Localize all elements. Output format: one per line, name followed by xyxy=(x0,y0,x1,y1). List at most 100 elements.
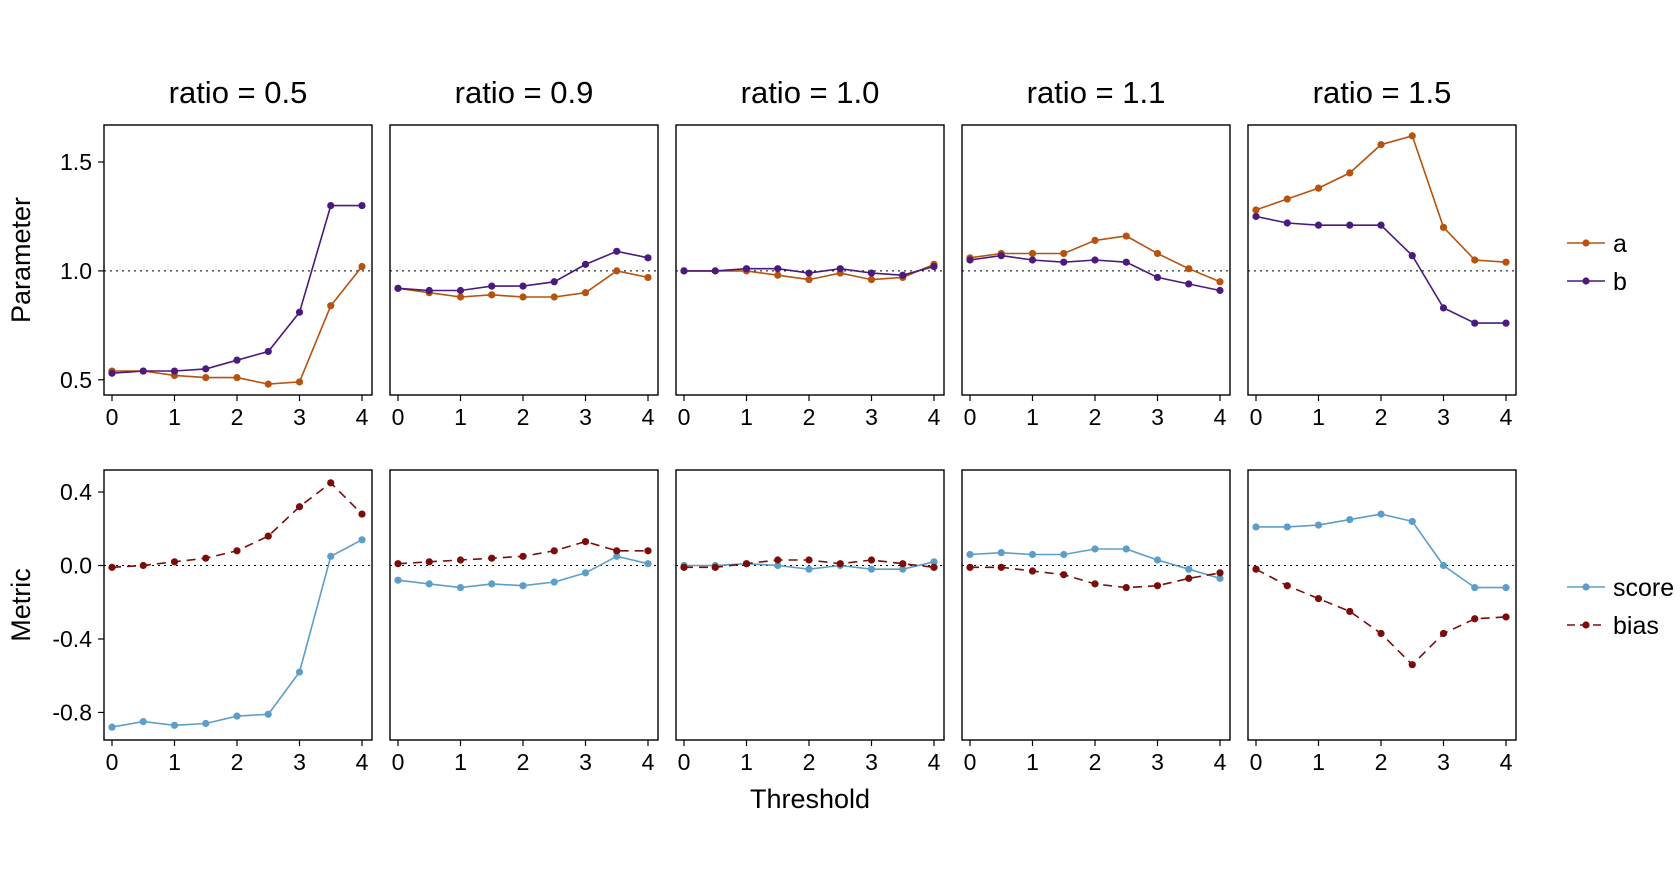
y-axis-label: Parameter xyxy=(6,197,36,323)
panel-parameter-4: ratio = 1.1 0 1 2 3 4 xyxy=(961,75,1231,430)
data-point-b xyxy=(139,367,147,375)
y-tick-label: -0.8 xyxy=(52,699,92,725)
data-point-a xyxy=(774,271,782,279)
panel-frame xyxy=(961,124,1231,396)
data-point-score xyxy=(930,558,938,566)
data-point-bias xyxy=(1471,615,1479,623)
data-point-score xyxy=(1060,550,1068,559)
panel-parameter-2: ratio = 0.9 0 1 2 3 4 xyxy=(389,75,659,430)
data-point-score xyxy=(1314,521,1323,529)
panel-frame xyxy=(103,469,373,741)
data-point-bias xyxy=(233,547,241,555)
data-point-a xyxy=(327,302,335,310)
panel-frame xyxy=(1247,124,1517,396)
data-point-b xyxy=(394,284,402,292)
data-point-score xyxy=(108,723,116,731)
series-line-b xyxy=(1255,215,1506,324)
x-tick-label: 2 xyxy=(231,749,244,775)
data-point-b xyxy=(1216,286,1224,295)
data-point-b xyxy=(1122,258,1130,266)
legend-label-bias: bias xyxy=(1613,612,1659,640)
data-point-bias xyxy=(997,563,1005,571)
data-point-bias xyxy=(711,563,719,571)
data-point-b xyxy=(930,262,938,271)
data-point-b xyxy=(742,265,751,273)
panel-parameter-3: ratio = 1.0 0 1 2 3 4 xyxy=(675,75,945,430)
x-tick-label: 1 xyxy=(1026,404,1039,430)
data-point-bias xyxy=(394,560,402,568)
x-tick-label: 4 xyxy=(642,404,655,430)
x-tick-label: 2 xyxy=(231,404,244,430)
data-point-b xyxy=(711,267,719,275)
panel-frame xyxy=(389,124,659,396)
data-point-score xyxy=(1091,545,1099,553)
x-tick-label: 1 xyxy=(1312,404,1325,430)
data-point-bias xyxy=(1439,629,1448,638)
data-point-score xyxy=(358,536,366,544)
y-tick-label: 0.4 xyxy=(60,479,92,505)
data-point-score xyxy=(1185,565,1193,573)
data-point-a xyxy=(1502,258,1510,266)
data-point-b xyxy=(1060,258,1068,266)
data-point-bias xyxy=(1185,574,1193,582)
data-point-b xyxy=(1408,252,1416,260)
data-point-b xyxy=(1283,219,1291,227)
data-point-b xyxy=(1028,256,1037,264)
data-point-score xyxy=(1153,556,1162,564)
data-point-bias xyxy=(613,547,621,555)
x-tick-label: 3 xyxy=(1437,749,1450,775)
x-tick-label: 2 xyxy=(803,404,816,430)
data-point-b xyxy=(264,347,272,356)
panel-metric-5: 0 1 2 3 4 xyxy=(1247,469,1517,775)
x-tick-label: 2 xyxy=(803,749,816,775)
data-point-bias xyxy=(456,556,465,564)
data-point-a xyxy=(519,293,527,301)
data-point-bias xyxy=(170,558,179,566)
data-point-bias xyxy=(358,510,366,518)
x-tick-label: 1 xyxy=(740,749,753,775)
data-point-a xyxy=(233,373,241,382)
data-point-a xyxy=(456,293,465,301)
data-point-b xyxy=(1377,221,1385,229)
data-point-a xyxy=(1153,249,1162,258)
data-point-a xyxy=(1439,223,1448,231)
x-tick-label: 3 xyxy=(293,749,306,775)
x-tick-label: 4 xyxy=(642,749,655,775)
data-point-b xyxy=(1439,304,1448,312)
panel-parameter-1: ratio = 0.5 0 1 2 3 4 0.5 1.0 1.5 xyxy=(60,75,373,430)
x-tick-label: 3 xyxy=(1437,404,1450,430)
panel-metric-3: 0 1 2 3 4 xyxy=(675,469,945,775)
x-tick-label: 4 xyxy=(1500,404,1513,430)
x-tick-label: 1 xyxy=(740,404,753,430)
y-tick-label: 1.0 xyxy=(60,258,92,284)
data-point-score xyxy=(644,560,652,568)
data-point-bias xyxy=(1028,567,1037,575)
panel-metric-1: 0 1 2 3 4 0.4 0.0 -0.4 -0.8 xyxy=(52,469,373,775)
data-point-b xyxy=(774,265,782,273)
data-point-score xyxy=(1252,523,1260,531)
x-tick-label: 0 xyxy=(392,749,405,775)
data-point-b xyxy=(644,254,652,262)
data-point-score xyxy=(519,582,527,590)
data-point-b xyxy=(456,286,465,295)
data-point-a xyxy=(1091,236,1099,245)
data-point-score xyxy=(1502,583,1510,592)
data-point-bias xyxy=(139,561,147,570)
data-point-bias xyxy=(644,547,652,555)
x-axis-label: Threshold xyxy=(750,784,870,814)
data-point-bias xyxy=(1346,607,1354,616)
x-tick-label: 0 xyxy=(678,749,691,775)
x-tick-label: 3 xyxy=(579,749,592,775)
x-tick-label: 2 xyxy=(1089,749,1102,775)
data-point-a xyxy=(805,275,813,284)
data-point-b xyxy=(1346,221,1354,229)
data-point-score xyxy=(997,549,1005,557)
data-point-score xyxy=(264,710,272,718)
legend-parameter: ab xyxy=(1567,230,1627,296)
facet-label: ratio = 1.5 xyxy=(1313,75,1452,110)
x-tick-label: 3 xyxy=(293,404,306,430)
x-tick-label: 0 xyxy=(1250,404,1263,430)
data-point-score xyxy=(488,580,496,588)
data-point-a xyxy=(1185,265,1193,273)
data-point-bias xyxy=(264,532,272,540)
